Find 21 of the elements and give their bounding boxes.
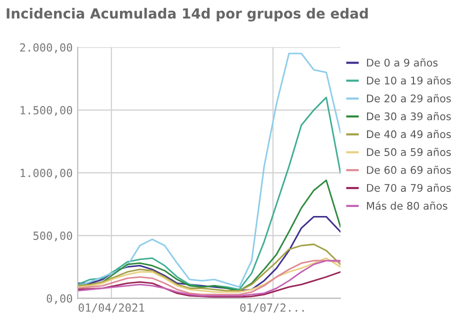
legend-label: De 20 a 29 años — [367, 94, 451, 102]
y-tick-label: 500,00 — [33, 232, 72, 242]
chart-title: Incidencia Acumulada 14d por grupos de edad — [6, 8, 368, 22]
y-tick-label: 2.000,00 — [20, 43, 72, 54]
line-series — [78, 244, 340, 292]
line-series — [78, 52, 340, 288]
legend-label: De 70 a 79 años — [367, 184, 451, 192]
line-series — [78, 216, 340, 292]
legend-label: De 0 a 9 años — [367, 58, 438, 67]
x-tick-label: 01/04/2021 — [78, 303, 144, 313]
line-series — [78, 96, 340, 290]
y-tick-label: 0,00 — [46, 294, 72, 304]
y-tick-label: 1.500,00 — [20, 106, 72, 116]
legend-label: De 60 a 69 años — [367, 166, 451, 174]
y-tick-label: 1.000,00 — [20, 168, 72, 179]
legend-label: De 50 a 59 años — [367, 148, 451, 156]
legend-label: De 30 a 39 años — [367, 112, 451, 120]
legend-label: Más de 80 años — [367, 201, 448, 210]
legend-label: De 10 a 19 años — [367, 76, 451, 84]
x-tick-label: 01/07/2... — [240, 303, 304, 313]
legend-label: De 40 a 49 años — [367, 130, 451, 138]
